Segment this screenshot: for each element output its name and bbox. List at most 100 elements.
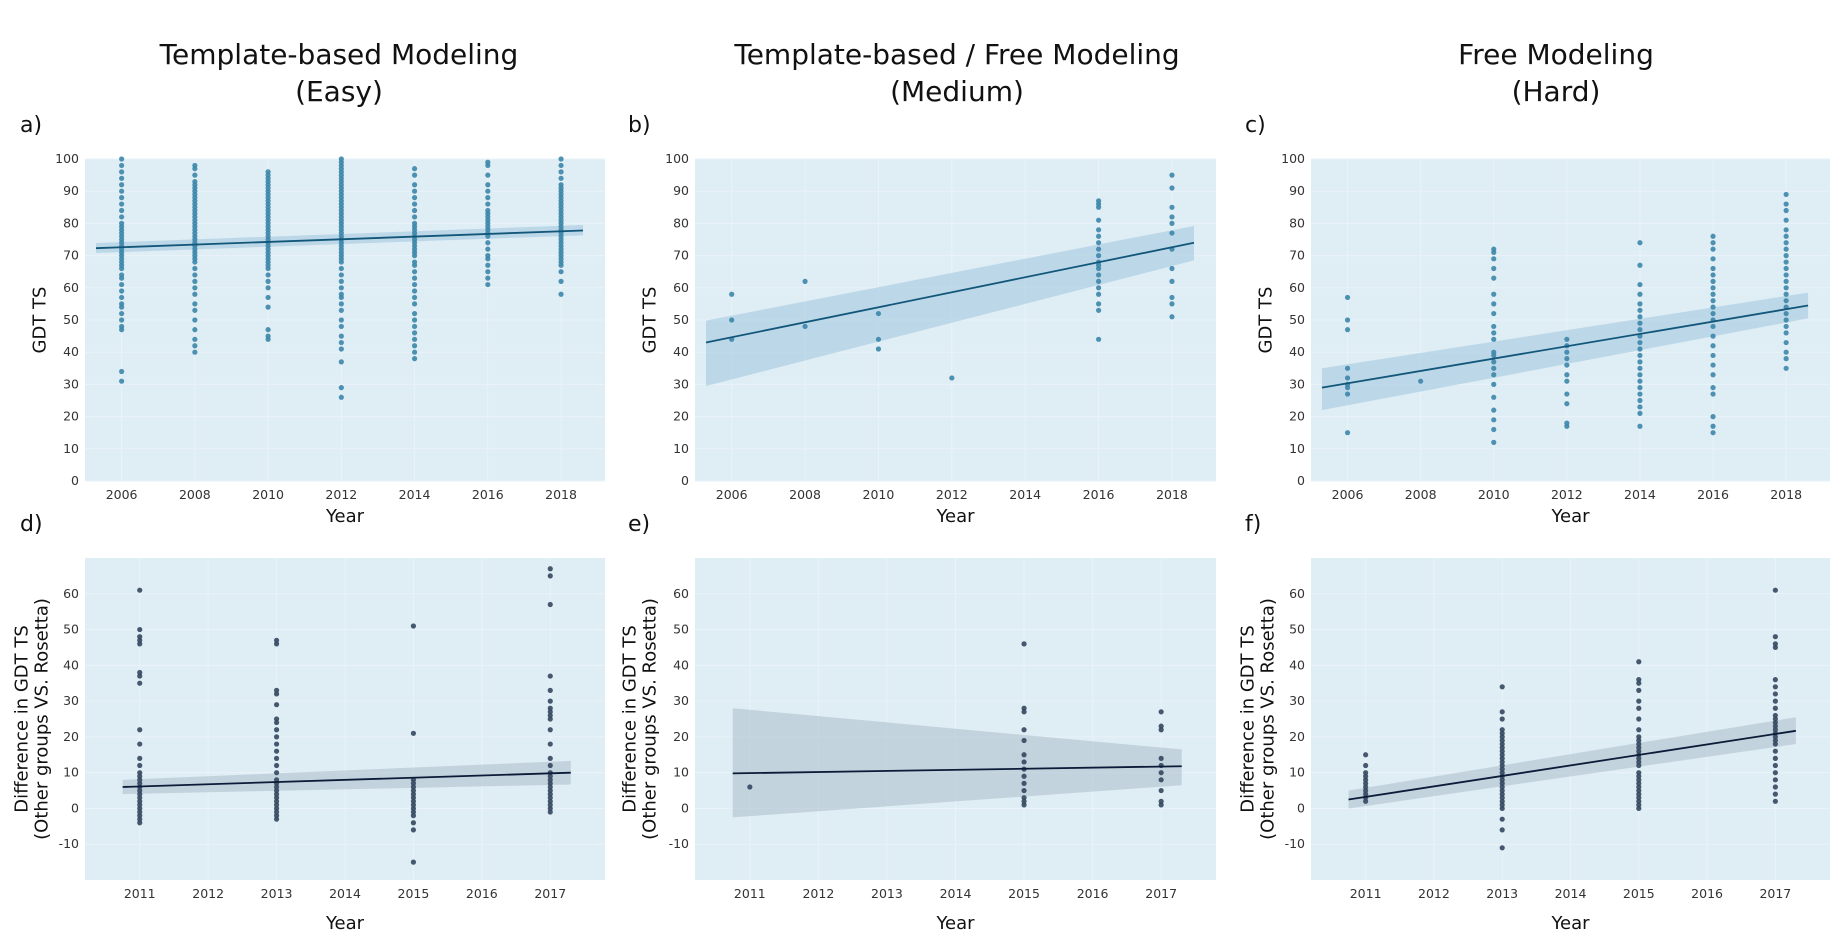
data-point	[192, 307, 198, 313]
data-point	[547, 687, 553, 693]
data-point	[137, 791, 143, 797]
data-point	[558, 291, 564, 297]
data-point	[1783, 265, 1789, 272]
data-point	[1636, 780, 1642, 787]
y-tick-label: 0	[681, 473, 689, 488]
x-tick-label: 2017	[1759, 886, 1791, 901]
data-point	[1491, 407, 1497, 413]
data-point	[1636, 659, 1642, 665]
data-point	[1636, 741, 1642, 747]
data-point	[137, 762, 143, 769]
data-point	[137, 809, 143, 815]
x-tick-label: 2016	[1697, 487, 1729, 502]
data-point	[547, 784, 553, 790]
data-point	[1710, 233, 1716, 239]
data-point	[137, 741, 143, 747]
data-point	[485, 269, 491, 275]
data-point	[485, 253, 491, 259]
data-point	[1710, 430, 1716, 436]
data-point	[410, 820, 417, 826]
data-point	[1158, 787, 1164, 794]
data-point	[1637, 281, 1643, 288]
data-point	[547, 777, 553, 783]
x-axis-label: Year	[1550, 913, 1590, 934]
data-point	[547, 573, 553, 579]
data-point	[1564, 420, 1570, 426]
data-point	[1363, 762, 1369, 769]
data-point	[1772, 634, 1778, 640]
y-tick-label: 70	[63, 248, 79, 263]
data-point	[1491, 349, 1497, 355]
data-point	[338, 385, 344, 391]
x-tick-label: 2010	[863, 487, 895, 502]
data-point	[273, 809, 280, 815]
data-point	[192, 272, 198, 278]
data-point	[1637, 365, 1643, 371]
data-point	[338, 317, 344, 323]
data-point	[338, 323, 344, 330]
data-point	[1169, 172, 1175, 178]
data-point	[1499, 784, 1505, 790]
data-point	[338, 156, 344, 162]
data-point	[338, 394, 344, 400]
data-point	[1363, 752, 1369, 758]
data-point	[485, 281, 491, 288]
data-point	[265, 294, 271, 301]
data-point	[558, 182, 564, 188]
y-tick-label: 10	[63, 441, 79, 456]
data-point	[1499, 805, 1505, 812]
data-point	[1710, 246, 1716, 252]
y-tick-label: 90	[1289, 183, 1305, 198]
data-point	[1169, 265, 1175, 272]
y-tick-label: 20	[673, 729, 689, 744]
data-point	[1772, 741, 1778, 747]
data-point	[1637, 372, 1643, 378]
data-point	[273, 741, 280, 747]
data-point	[485, 159, 491, 165]
data-point	[410, 791, 417, 797]
x-tick-label: 2008	[789, 487, 821, 502]
data-point	[1710, 372, 1716, 378]
data-point	[119, 175, 125, 181]
data-point	[338, 333, 344, 339]
data-point	[547, 795, 553, 801]
data-point	[1499, 816, 1505, 822]
data-point	[1491, 372, 1497, 378]
regression-line	[1348, 729, 1796, 801]
data-point	[1344, 317, 1351, 323]
data-point	[1637, 404, 1643, 410]
data-point	[1021, 802, 1027, 808]
data-point	[1158, 723, 1164, 729]
data-point	[729, 317, 735, 323]
column-title-medium-line1: Template-based / Free Modeling	[733, 38, 1179, 71]
data-point	[1344, 327, 1351, 333]
x-tick-label: 2016	[1077, 886, 1109, 901]
data-point	[137, 626, 143, 633]
data-point	[273, 762, 280, 769]
data-point	[1169, 204, 1175, 210]
data-point	[273, 784, 280, 790]
y-tick-label: -10	[1285, 836, 1305, 851]
data-point	[1783, 365, 1789, 371]
y-tick-label: 50	[673, 622, 689, 637]
data-point	[547, 712, 553, 719]
data-point	[273, 795, 280, 801]
data-point	[1772, 734, 1778, 740]
data-point	[338, 359, 344, 365]
data-point	[1772, 644, 1778, 651]
panel-label: b)	[628, 113, 651, 138]
y-tick-label: 60	[673, 280, 689, 295]
data-point	[1772, 762, 1778, 769]
y-tick-label: 10	[1289, 765, 1305, 780]
data-point	[273, 727, 280, 733]
data-point	[411, 166, 418, 172]
data-point	[411, 330, 418, 336]
data-point	[137, 820, 143, 826]
data-point	[1158, 770, 1164, 776]
data-point	[1491, 246, 1497, 252]
data-point	[1783, 217, 1789, 223]
data-point	[1636, 784, 1642, 790]
data-point	[485, 240, 491, 246]
data-point	[411, 220, 418, 226]
data-point	[265, 333, 271, 339]
